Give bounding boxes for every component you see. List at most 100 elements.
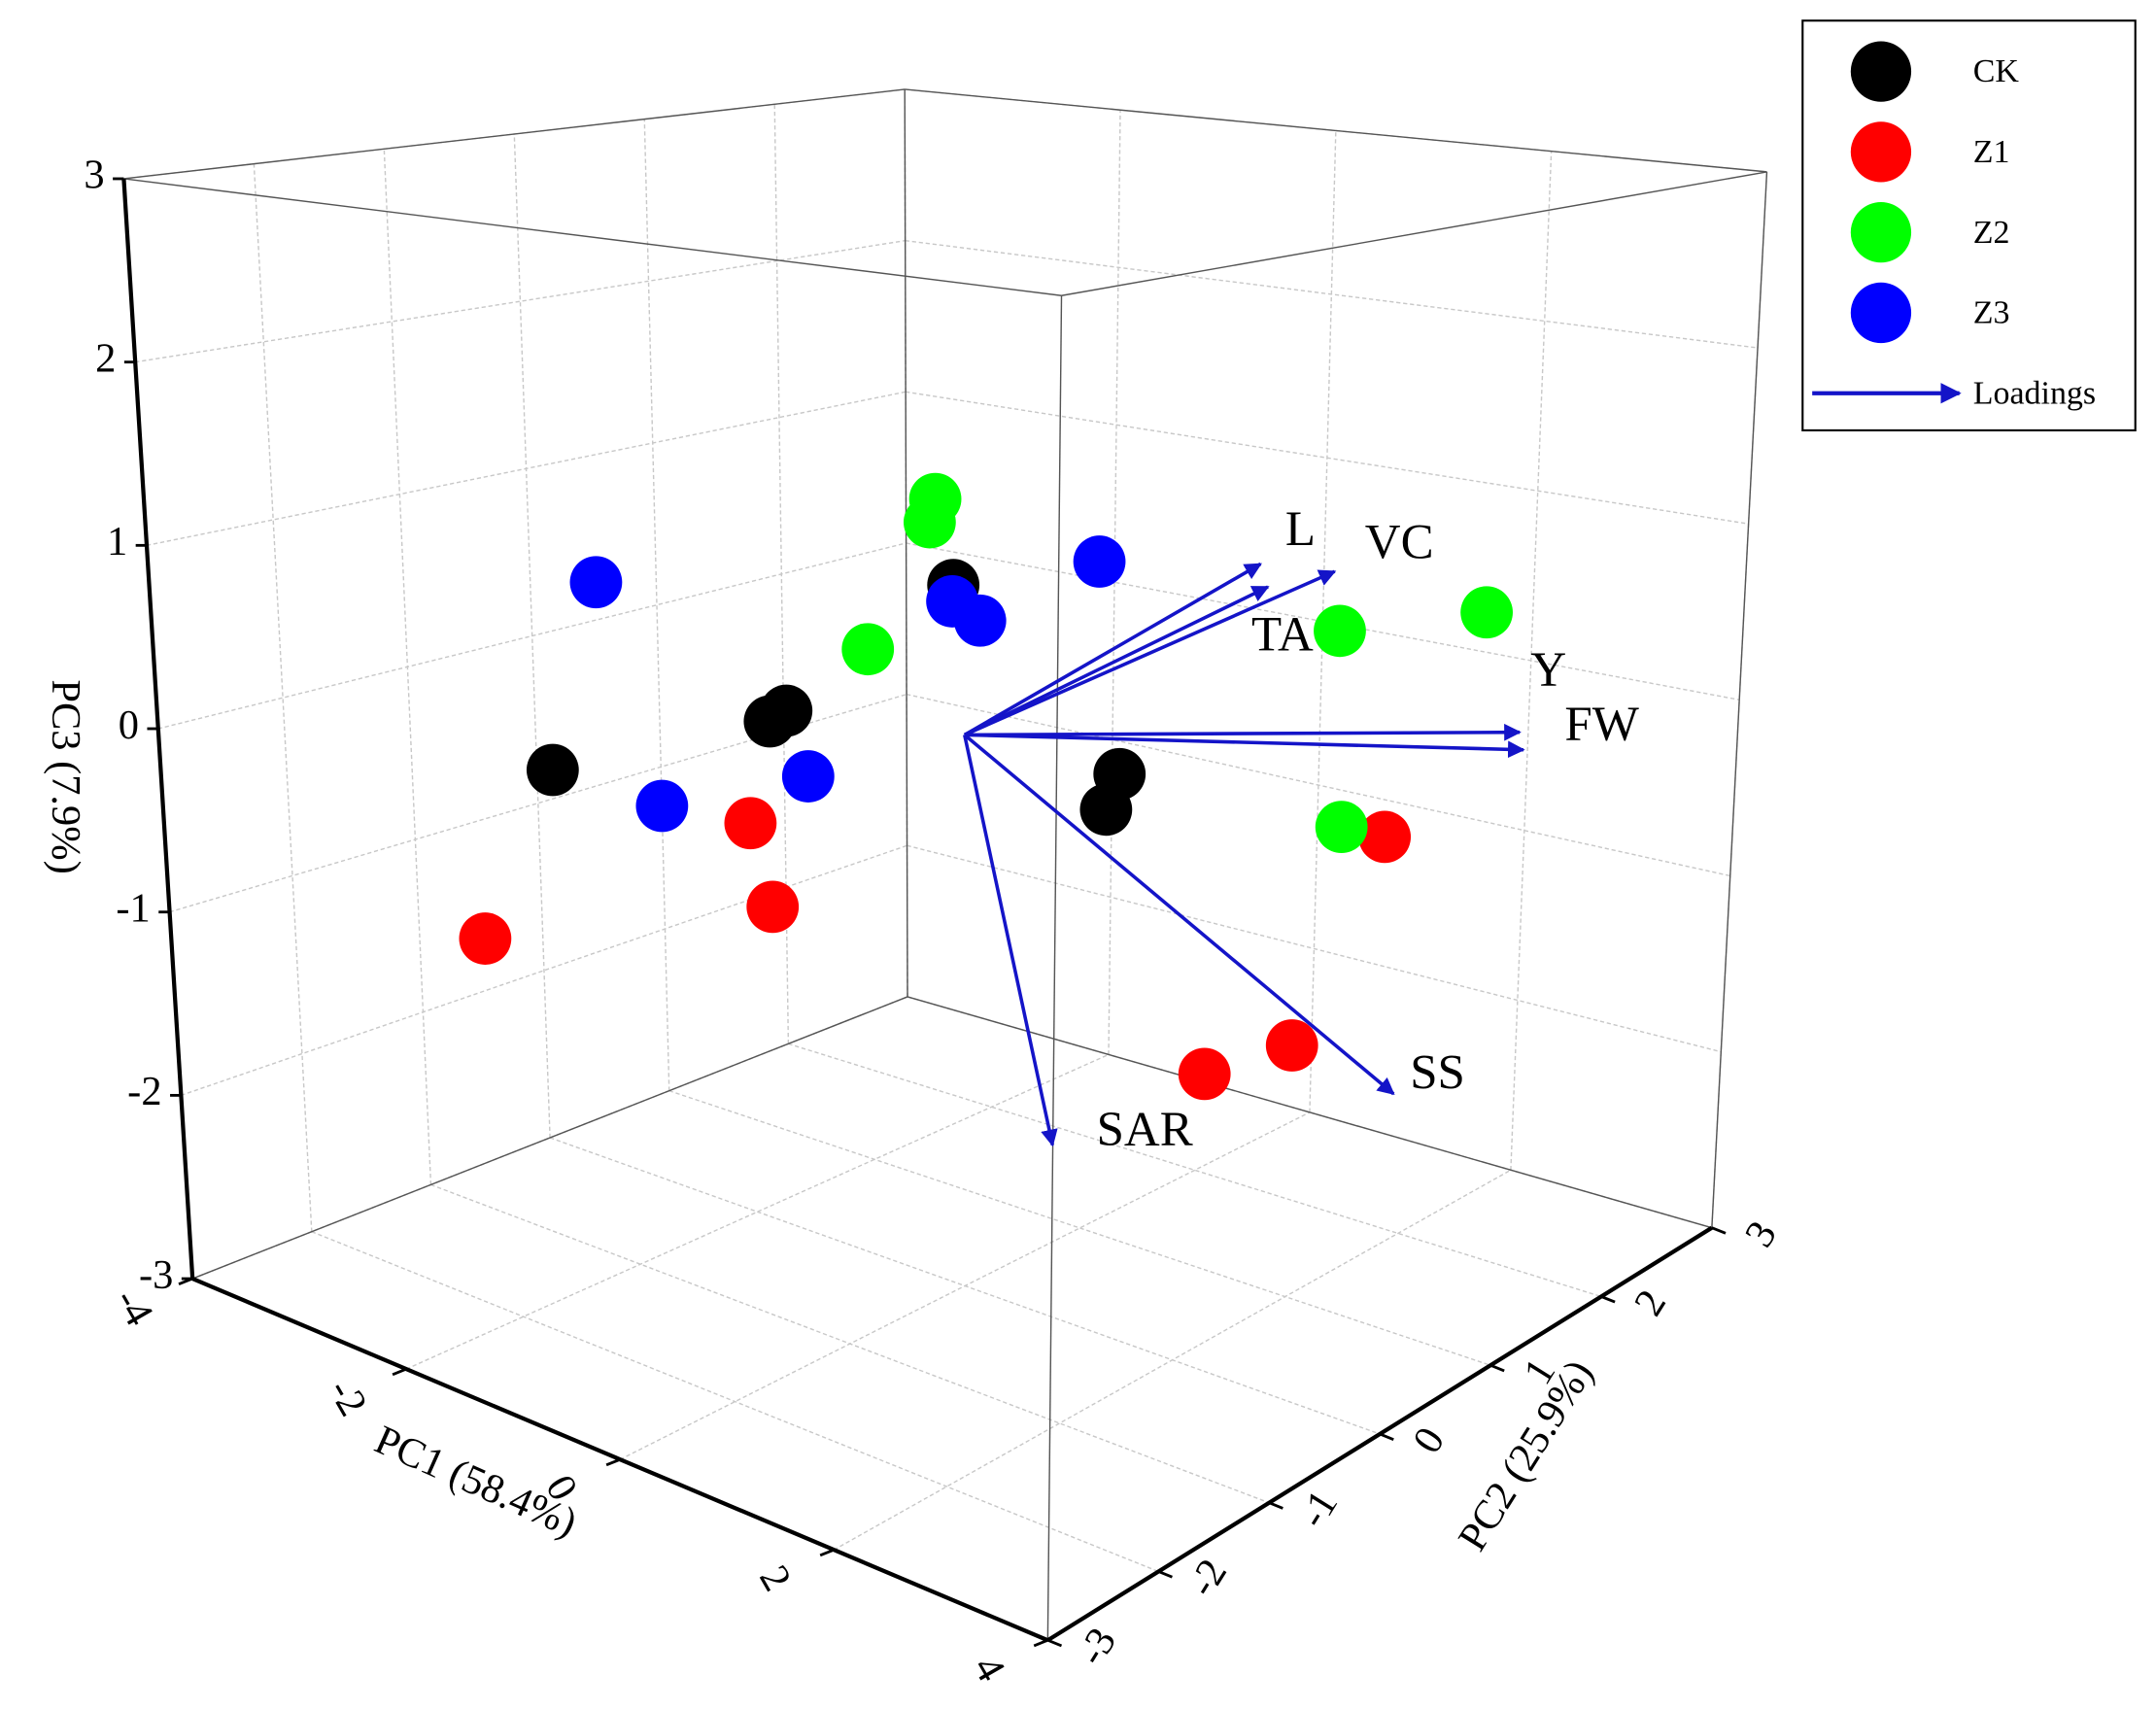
grid-line [906, 391, 1749, 525]
grid-line [157, 542, 907, 730]
y-tick-label: -1 [1289, 1483, 1347, 1536]
z-axis-title: PC3 (7.9%) [43, 679, 88, 873]
point [1265, 1019, 1318, 1072]
box-edge [904, 88, 908, 997]
y-tick [1046, 1638, 1063, 1648]
y-tick [1711, 1226, 1727, 1235]
point [526, 743, 579, 797]
point [1460, 586, 1513, 639]
x-tick [605, 1457, 621, 1467]
loading-arrow [963, 562, 1262, 736]
x-tick-label: 4 [964, 1649, 1013, 1690]
grid-line [430, 1183, 1270, 1504]
y-axis-title: PC2 (25.9%) [1450, 1352, 1602, 1559]
box-edge [191, 996, 908, 1280]
legend-marker [1850, 41, 1912, 102]
point [760, 684, 813, 737]
loading-label: VC [1365, 515, 1434, 569]
box-edge [123, 178, 1062, 296]
point [1314, 604, 1366, 658]
z-tick-label: -2 [127, 1069, 161, 1114]
point [903, 496, 956, 549]
point [459, 912, 512, 965]
legend-marker [1850, 121, 1912, 183]
x-tick [392, 1367, 407, 1377]
point [841, 623, 895, 676]
legend-label: CK [1973, 53, 2020, 89]
legend-label: Z3 [1973, 295, 2010, 331]
point [1358, 810, 1412, 864]
point [724, 797, 777, 850]
box-edge [907, 996, 1713, 1229]
loading-arrow [964, 569, 1337, 737]
box-edge [123, 88, 906, 180]
legend: CK Z1 Z2 Z3 Loadings [1801, 19, 2137, 431]
loading-label: SAR [1097, 1103, 1193, 1157]
grid-line [907, 844, 1722, 1053]
y-tick [1489, 1363, 1505, 1373]
point [1178, 1047, 1231, 1101]
grid-line [905, 239, 1759, 349]
point [1073, 535, 1126, 588]
loading-arrow [964, 723, 1522, 741]
grid-line [311, 1231, 1159, 1573]
loading-arrow [963, 585, 1270, 736]
legend-marker [1850, 202, 1912, 263]
point [1079, 783, 1133, 837]
grid-line [668, 1089, 1491, 1366]
y-tick-label: 0 [1404, 1419, 1454, 1461]
y-tick-label: -3 [1069, 1620, 1126, 1673]
box-edge [1046, 295, 1063, 1641]
grid-line [906, 542, 1740, 701]
point [953, 594, 1007, 647]
loading-arrow [963, 735, 1058, 1147]
box-edge [1061, 171, 1767, 296]
x-tick-label: 2 [750, 1558, 800, 1599]
box-edge [1711, 171, 1768, 1228]
point [635, 779, 689, 833]
legend-label: Z2 [1973, 215, 2010, 251]
point [1315, 801, 1368, 854]
z-tick-label: 2 [95, 335, 116, 381]
x-tick [819, 1548, 835, 1557]
x-axis-line [191, 1277, 1049, 1643]
point [746, 880, 800, 934]
box-edge [905, 88, 1767, 173]
y-tick-label: 3 [1736, 1213, 1786, 1255]
y-tick-label: -2 [1180, 1552, 1237, 1605]
z-tick-label: 3 [84, 153, 104, 198]
loading-label: TA [1251, 608, 1314, 663]
x-tick-label: -2 [320, 1371, 376, 1423]
grid-line [253, 163, 313, 1232]
grid-line [906, 693, 1730, 877]
grid-line [549, 1137, 1381, 1435]
grid [122, 88, 1768, 1641]
loading-label: SS [1410, 1046, 1465, 1101]
z-tick-label: -3 [139, 1252, 173, 1298]
legend-marker [1850, 282, 1912, 344]
y-tick [1600, 1295, 1616, 1304]
grid-line [643, 119, 670, 1091]
loading-label: FW [1564, 698, 1638, 752]
z-tick-label: -1 [116, 885, 150, 931]
loading-arrow [964, 733, 1525, 759]
y-tick [1268, 1501, 1283, 1510]
point [781, 750, 835, 803]
y-tick [1157, 1570, 1173, 1579]
y-tick [1379, 1432, 1394, 1441]
z-tick-label: 0 [119, 702, 139, 748]
z-tick-label: 1 [107, 519, 127, 564]
legend-label: Z1 [1973, 134, 2010, 170]
grid-line [788, 1042, 1602, 1298]
loading-arrow [963, 734, 1395, 1096]
x-tick [1033, 1638, 1048, 1648]
grid-line [405, 1053, 1110, 1370]
y-tick-label: 2 [1626, 1282, 1675, 1324]
loading-label: Y [1530, 643, 1566, 698]
legend-label: Loadings [1973, 375, 2096, 411]
grid-line [135, 239, 906, 363]
grid-line [146, 391, 907, 547]
point [569, 556, 623, 609]
